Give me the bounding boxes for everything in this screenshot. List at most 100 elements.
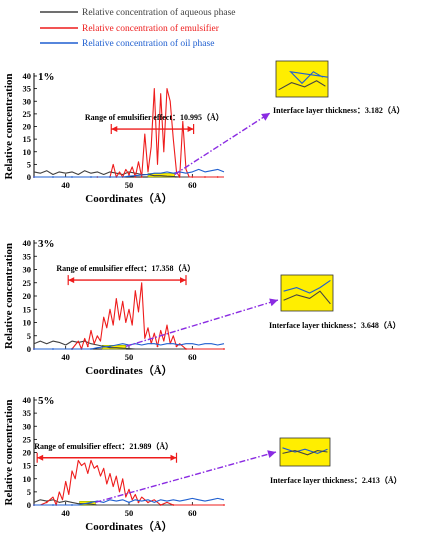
data-point: [45, 501, 48, 504]
x-tick-label: 50: [125, 508, 134, 518]
data-point: [90, 501, 92, 504]
pointer-arrow: [174, 112, 271, 176]
legend-entry: Relative concentration of emulsifier: [40, 23, 220, 34]
y-tick-label: 35: [23, 408, 32, 418]
legend: Relative concentration of aqueous phase R…: [40, 7, 236, 49]
y-tick-label: 5: [27, 331, 31, 341]
y-axis-label: Relative concentration: [3, 74, 15, 180]
chart-panel: 0 5 10 15 20 25 30 35 40 40 50 60 Coordinates（Å） Rela…: [3, 60, 405, 205]
legend-label: Relative concentration of emulsifier: [82, 23, 220, 34]
y-tick-label: 10: [23, 474, 32, 484]
y-tick-label: 15: [23, 304, 32, 314]
x-tick-label: 60: [188, 508, 197, 518]
data-point: [90, 176, 92, 178]
y-tick-label: 25: [23, 109, 32, 119]
y-tick-label: 0: [27, 500, 31, 510]
y-tick-label: 30: [23, 421, 32, 431]
legend-entry: Relative concentration of aqueous phase: [40, 7, 236, 18]
data-point: [191, 176, 194, 178]
data-point: [159, 504, 162, 506]
series-line: [34, 459, 224, 506]
y-tick-label: 40: [23, 395, 32, 405]
y-tick-label: 20: [23, 448, 32, 458]
inset-line: [289, 71, 329, 85]
range-arrowhead-right: [187, 126, 194, 133]
inset-box: [275, 60, 329, 98]
data-point: [223, 504, 225, 506]
pointer-arrowhead: [267, 450, 276, 458]
y-tick-label: 25: [23, 278, 32, 288]
data-point: [128, 501, 130, 504]
pointer-arrow: [95, 451, 277, 504]
series-line: [34, 88, 224, 178]
pointer-arrowhead: [261, 113, 270, 121]
inset-line: [282, 450, 328, 456]
data-point: [128, 173, 130, 176]
interface-label: Interface layer thickness：3.182（Å）: [273, 105, 405, 115]
interface-inset: [280, 274, 334, 312]
x-axis-label: Coordinates（Å）: [85, 192, 172, 205]
range-arrowhead-left: [68, 277, 75, 284]
data-point: [216, 176, 219, 178]
interface-inset: [279, 437, 331, 467]
x-tick-label: 40: [61, 508, 70, 518]
data-point: [204, 176, 206, 178]
data-point: [52, 176, 54, 178]
y-tick-label: 40: [23, 71, 32, 81]
panel-label: 3%: [38, 238, 55, 250]
x-tick-label: 50: [125, 180, 134, 190]
pointer-arrowhead: [269, 298, 278, 307]
data-point: [175, 345, 178, 348]
interface-label: Interface layer thickness：3.648（Å）: [269, 320, 401, 330]
data-point: [33, 504, 35, 506]
panel-label: 1%: [38, 71, 55, 83]
data-point: [90, 348, 92, 350]
data-point: [109, 345, 111, 348]
y-tick-label: 40: [23, 238, 32, 248]
data-point: [172, 504, 175, 506]
data-point: [33, 176, 35, 178]
y-tick-label: 0: [27, 344, 31, 354]
x-tick-label: 40: [61, 180, 70, 190]
x-tick-label: 60: [188, 180, 197, 190]
x-tick-label: 50: [125, 352, 134, 362]
chart-panel: 0 5 10 15 20 25 30 35 40 40 50 60 Coordinates（Å） Rela…: [3, 395, 402, 533]
x-tick-label: 60: [188, 352, 197, 362]
data-point: [52, 348, 54, 350]
inset-line: [283, 279, 331, 294]
data-point: [137, 501, 140, 504]
range-label: Range of emulsifier effect：10.995（Å）: [85, 112, 224, 122]
y-tick-label: 0: [27, 172, 31, 182]
data-point: [185, 348, 187, 350]
y-tick-label: 20: [23, 122, 32, 132]
y-tick-label: 15: [23, 134, 32, 144]
y-tick-label: 5: [27, 159, 31, 169]
y-axis-label: Relative concentration: [3, 243, 15, 349]
data-point: [109, 176, 111, 178]
data-point: [71, 176, 73, 178]
data-point: [52, 504, 54, 506]
data-point: [147, 173, 149, 176]
legend-entry: Relative concentration of oil phase: [40, 38, 214, 49]
y-tick-label: 30: [23, 265, 32, 275]
data-point: [71, 348, 73, 350]
x-tick-label: 40: [61, 352, 70, 362]
data-point: [140, 176, 143, 178]
y-tick-label: 20: [23, 291, 32, 301]
data-point: [134, 176, 137, 178]
inset-box: [280, 274, 334, 312]
series-line: [34, 282, 224, 350]
inset-line: [283, 290, 331, 305]
chart-panel: 0 5 10 15 20 25 30 35 40 40 50 60 Coordinates（Å） Rela…: [3, 238, 401, 377]
legend-label: Relative concentration of aqueous phase: [82, 7, 236, 18]
range-arrowhead-right: [180, 277, 186, 284]
y-tick-label: 25: [23, 434, 32, 444]
legend-label: Relative concentration of oil phase: [82, 38, 214, 49]
interface-label: Interface layer thickness：2.413（Å）: [270, 475, 402, 485]
data-point: [223, 348, 225, 350]
range-label: Range of emulsifier effect：17.358（Å）: [56, 263, 195, 273]
data-point: [178, 176, 181, 178]
inset-line: [278, 80, 326, 91]
y-tick-label: 10: [23, 147, 32, 157]
